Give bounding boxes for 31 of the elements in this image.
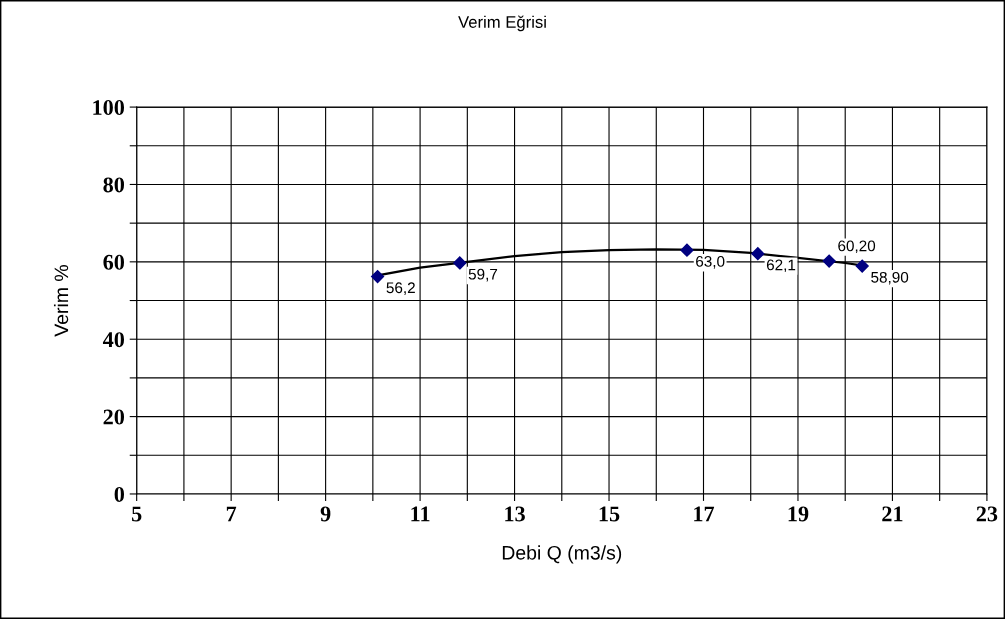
point [822,254,836,268]
x-tick-label: 11 [411,506,430,522]
point [751,247,765,261]
x-tick-label: 7 [226,506,237,522]
x-tick-label: 9 [320,506,331,522]
x-tick-label: 5 [132,506,142,522]
data-label: 62,1 [766,259,796,273]
data-label: 58,90 [871,271,909,285]
x-tick-label: 23 [976,506,998,522]
data-label: 56,2 [386,282,415,295]
y-tick-label: 40 [102,332,125,348]
y-axis-title: Verim % [53,265,69,337]
x-tick-label: 19 [788,506,809,522]
point [680,243,694,257]
data-label: 60,20 [838,240,876,254]
x-tick-label: 13 [505,506,525,522]
point [453,256,467,270]
x-tick-label: 17 [694,506,715,522]
data-label: 63,0 [696,256,725,269]
data-label: 59,7 [468,268,498,282]
point [370,269,385,284]
x-tick-label: 21 [882,506,903,522]
y-tick-label: 60 [103,254,125,270]
x-axis-title: Debi Q (m3/s) [502,545,622,564]
y-tick-label: 80 [103,177,125,193]
x-tick-label: 15 [599,506,620,522]
y-tick-label: 0 [114,486,125,502]
chart-title: Verim Eğrisi [458,15,546,32]
point [855,259,869,273]
y-tick-label: 100 [93,100,125,116]
y-tick-label: 20 [103,409,125,425]
